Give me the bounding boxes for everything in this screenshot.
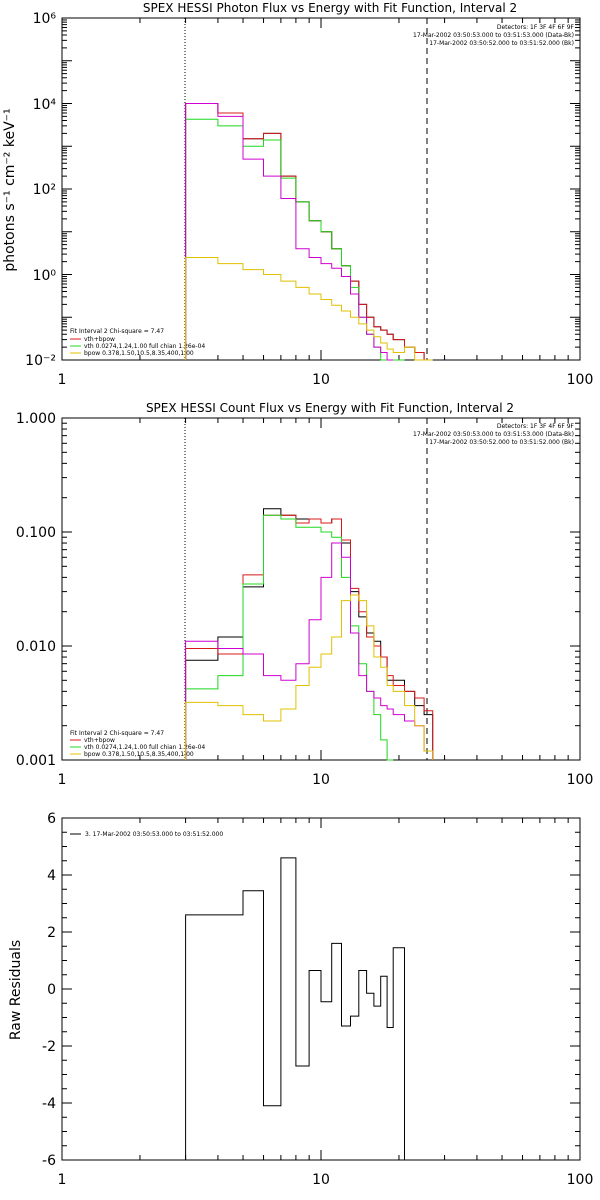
series-line-total	[185, 857, 405, 1160]
photon-y-tick-1e4: 10⁴	[33, 97, 57, 113]
residuals-x-tick-1: 1	[58, 1172, 67, 1188]
photon-header-text: Detectors: 1F 3F 4F 6F 9F 17-Mar-2002 03…	[413, 24, 575, 47]
residuals-x-tick-100: 100	[567, 1172, 594, 1188]
count-header-line-3: 17-Mar-2002 03:50:52.000 to 03:51:52.000…	[429, 439, 574, 446]
photon-x-tick-1: 1	[58, 372, 67, 388]
count-y-tick-0.010: 0.010	[16, 639, 56, 655]
photon-fit-legend-line-1: Fit Interval 2 Chi-square = 7.47	[70, 328, 164, 335]
photon-fit-legend-line-3: vth 0.0274,1.24,1.00 full chian 1.26e-04	[84, 343, 205, 350]
count-x-tick-100: 100	[567, 772, 594, 788]
count-fit-legend-line-3: vth 0.0274,1.24,1.00 full chian 1.26e-04	[84, 744, 205, 751]
y-tick-marks	[62, 19, 580, 361]
photon-fit-legend: Fit Interval 2 Chi-square = 7.47 vth+bpo…	[70, 328, 205, 357]
photon-x-tick-10: 10	[312, 372, 330, 388]
series-line-bpow	[185, 103, 394, 361]
count-header-line-2: 17-Mar-2002 03:50:53.000 to 03:51:53.000…	[413, 431, 574, 438]
residuals-legend: 3. 17-Mar-2002 03:50:53.000 to 03:51:52.…	[70, 831, 223, 838]
count-header-line-1: Detectors: 1F 3F 4F 6F 9F	[497, 423, 575, 430]
residuals-y-tick-2: 2	[47, 925, 56, 941]
residuals-y-axis-label: Raw Residuals	[8, 940, 24, 1040]
count-y-tick-0.001: 0.001	[16, 753, 56, 769]
series-line-vth	[185, 514, 394, 761]
count-axis-ticks: 1 10 100 0.001 0.010 0.100 1.000	[16, 411, 593, 788]
count-fit-legend-line-4: bpow 0.378,1.50,10.5,8.35,400,1.00	[84, 751, 194, 758]
count-x-tick-1: 1	[58, 772, 67, 788]
series-line-bpow2	[185, 257, 433, 361]
series-line-sum	[185, 103, 433, 361]
x-minor-ticks	[61, 18, 569, 360]
photon-marker-lines	[184, 18, 428, 360]
photon-y-axis-label: photons s⁻¹ cm⁻² keV⁻¹	[2, 108, 18, 271]
photon-header-line-3: 17-Mar-2002 03:50:52.000 to 03:51:52.000…	[429, 40, 574, 47]
count-y-tick-0.100: 0.100	[16, 525, 56, 541]
x-minor-ticks	[61, 418, 569, 760]
residuals-y-tick-0: 0	[47, 982, 56, 998]
residuals-x-tick-10: 10	[312, 1172, 330, 1188]
residuals-y-tick-m2: -2	[42, 1039, 56, 1055]
photon-y-tick-1e-2: 10⁻²	[25, 353, 56, 369]
residuals-y-tick-m6: -6	[42, 1153, 56, 1169]
residuals-y-tick-m4: -4	[42, 1096, 56, 1112]
residuals-legend-text: 3. 17-Mar-2002 03:50:53.000 to 03:51:52.…	[85, 831, 223, 838]
photon-y-tick-1e0: 10⁰	[33, 268, 57, 284]
count-flux-panel: SPEX HESSI Count Flux vs Energy with Fit…	[16, 401, 593, 788]
count-fit-legend: Fit Interval 2 Chi-square = 7.47 vth+bpo…	[70, 730, 205, 758]
y-tick-marks	[62, 422, 580, 761]
residuals-panel: Raw Residuals 3. 17-Mar-2002 03:50:53.00…	[8, 811, 593, 1188]
count-marker-lines	[184, 418, 428, 760]
photon-axis-ticks: 1 10 100 10⁻² 10⁰ 10² 10⁴ 10⁶	[25, 11, 593, 388]
y-tick-marks	[62, 817, 580, 1161]
photon-y-tick-1e2: 10²	[33, 182, 56, 198]
photon-x-tick-100: 100	[567, 372, 594, 388]
series-line-total	[185, 103, 433, 361]
photon-series-marks	[61, 18, 580, 361]
photon-fit-legend-line-2: vth+bpow	[84, 336, 115, 343]
count-x-tick-10: 10	[312, 772, 330, 788]
photon-chart-title: SPEX HESSI Photon Flux vs Energy with Fi…	[143, 1, 517, 15]
series-line-bpow2	[185, 594, 434, 760]
x-minor-ticks	[61, 818, 569, 1160]
photon-header-line-1: Detectors: 1F 3F 4F 6F 9F	[497, 24, 575, 31]
residuals-y-tick-4: 4	[47, 868, 56, 884]
residuals-axis-ticks: 1 10 100 -6 -4 -2 0 2 4 6	[42, 811, 593, 1188]
photon-plot-frame	[61, 17, 581, 361]
count-header-text: Detectors: 1F 3F 4F 6F 9F 17-Mar-2002 03…	[413, 423, 575, 446]
photon-fit-legend-line-4: bpow 0.378,1.50,10.5,8.35,400,1.00	[84, 350, 194, 357]
series-line-vth	[185, 118, 405, 361]
count-series-marks	[61, 418, 580, 761]
photon-flux-panel: SPEX HESSI Photon Flux vs Energy with Fi…	[2, 1, 593, 388]
count-fit-legend-line-1: Fit Interval 2 Chi-square = 7.47	[70, 730, 164, 737]
photon-header-line-2: 17-Mar-2002 03:50:53.000 to 03:51:53.000…	[413, 32, 574, 39]
photon-y-tick-1e6: 10⁶	[33, 11, 57, 27]
residuals-y-tick-6: 6	[47, 811, 56, 827]
series-line-bpow	[185, 542, 434, 760]
count-y-tick-1.000: 1.000	[16, 411, 56, 427]
residuals-series-marks	[61, 817, 580, 1161]
count-chart-title: SPEX HESSI Count Flux vs Energy with Fit…	[146, 401, 514, 415]
count-fit-legend-line-2: vth+bpow	[84, 737, 115, 744]
